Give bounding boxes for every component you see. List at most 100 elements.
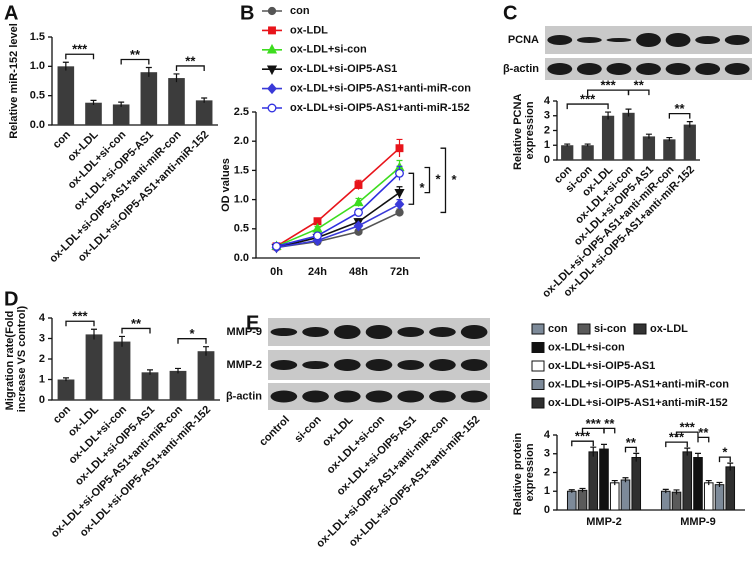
error-bar <box>63 377 69 382</box>
x-tick-label: MMP-9 <box>680 516 715 528</box>
line <box>276 147 401 248</box>
legend-marker <box>267 83 277 95</box>
bar <box>112 104 130 125</box>
legend-label: ox-LDL+si-OIP5-AS1+anti-miR-con <box>548 378 729 390</box>
blot-band <box>636 33 661 47</box>
significance-bracket <box>175 65 205 71</box>
x-tick-label: con <box>51 128 74 151</box>
marker <box>395 208 404 217</box>
blot-band <box>333 390 361 403</box>
significance-label: *** <box>586 416 602 431</box>
error-bar <box>201 97 208 103</box>
x-tick-label: ox-LDL+si-OIP5-AS1+anti-miR-152 <box>78 404 214 540</box>
blot-band <box>547 35 573 45</box>
significance-bracket <box>440 147 447 214</box>
x-tick-label: MMP-2 <box>586 516 621 528</box>
blot-label: β-actin <box>226 390 262 402</box>
significance-bracket <box>675 431 699 438</box>
bar <box>725 466 736 511</box>
error-bar <box>673 489 680 495</box>
significance-label: ** <box>634 78 645 93</box>
blot-band <box>606 38 632 42</box>
significance-bracket <box>121 327 151 334</box>
marker <box>394 198 405 210</box>
error-bar <box>705 479 712 486</box>
blot-band <box>397 360 425 370</box>
bar <box>642 136 656 160</box>
bar <box>113 341 131 400</box>
legend-label: ox-LDL+si-OIP5-AS1+anti-miR-152 <box>290 102 470 114</box>
significance-label: ** <box>604 416 615 431</box>
significance-label: * <box>436 171 442 186</box>
blot-band <box>365 359 393 371</box>
significance-label: ** <box>626 435 637 450</box>
blot-band <box>695 63 721 75</box>
x-tick-label: 48h <box>349 266 368 278</box>
blot-band <box>365 390 393 403</box>
error-bar <box>203 346 209 356</box>
y-tick-label: 1 <box>39 373 45 385</box>
bar <box>693 457 703 511</box>
error-bar <box>611 479 618 486</box>
blot-label: MMP-2 <box>227 359 262 371</box>
error-bar <box>590 446 597 457</box>
blot-band <box>270 328 298 336</box>
y-tick-label: 0.5 <box>30 90 45 102</box>
blot-band <box>460 359 488 371</box>
error-bar <box>716 481 723 487</box>
legend-label: ox-LDL+si-con <box>548 341 625 353</box>
legend-swatch <box>531 360 545 372</box>
y-tick-label: 3 <box>544 448 550 460</box>
bar <box>85 102 102 125</box>
legend-marker <box>266 43 278 54</box>
y-tick-label: 1.0 <box>234 194 249 206</box>
bar <box>660 490 671 511</box>
error-bar <box>175 367 181 374</box>
error-bar <box>147 369 153 375</box>
blot-band <box>576 37 602 43</box>
legend-label: ox-LDL+si-OIP5-AS1+anti-miR-con <box>290 83 471 95</box>
bar <box>599 448 609 511</box>
legend-swatch <box>633 323 647 335</box>
blot-band <box>429 359 456 371</box>
bar <box>577 489 588 511</box>
bar <box>566 490 577 511</box>
y-axis-label: OD values <box>220 158 232 212</box>
y-tick-label: 1.0 <box>30 60 45 72</box>
blot-band <box>397 327 425 337</box>
x-tick-label: con <box>51 403 74 426</box>
bar <box>601 115 615 160</box>
blot-band <box>302 327 329 337</box>
significance-label: *** <box>680 420 696 435</box>
bar <box>197 351 215 400</box>
significance-bracket <box>697 436 710 443</box>
significance-label: *** <box>600 78 616 93</box>
y-tick-label: 1.5 <box>234 164 249 176</box>
significance-label: *** <box>580 92 596 107</box>
bar <box>631 457 642 511</box>
y-tick-label: 4 <box>39 312 46 324</box>
x-tick-label: 72h <box>390 266 409 278</box>
blot-band <box>270 390 298 403</box>
blot-band <box>724 63 750 75</box>
significance-bracket <box>603 427 616 434</box>
x-tick-label: 24h <box>308 266 327 278</box>
blot-band <box>636 63 661 75</box>
x-tick-label: 0h <box>270 266 283 278</box>
error-bar <box>145 66 152 77</box>
legend-swatch <box>531 342 545 353</box>
legend-label: ox-LDL <box>650 323 688 335</box>
y-tick-label: 0 <box>544 504 550 516</box>
bar <box>683 124 696 160</box>
blot-band <box>665 33 691 47</box>
blot-band <box>397 390 425 403</box>
error-bar <box>625 108 632 117</box>
blot-band <box>665 63 691 75</box>
significance-bracket <box>627 89 650 96</box>
blot-label: MMP-9 <box>227 326 262 338</box>
marker <box>354 181 363 189</box>
blot-band <box>460 325 488 339</box>
legend-label: ox-LDL+si-OIP5-AS1 <box>548 360 655 372</box>
significance-label: ** <box>131 316 142 331</box>
blot-band <box>333 359 361 371</box>
